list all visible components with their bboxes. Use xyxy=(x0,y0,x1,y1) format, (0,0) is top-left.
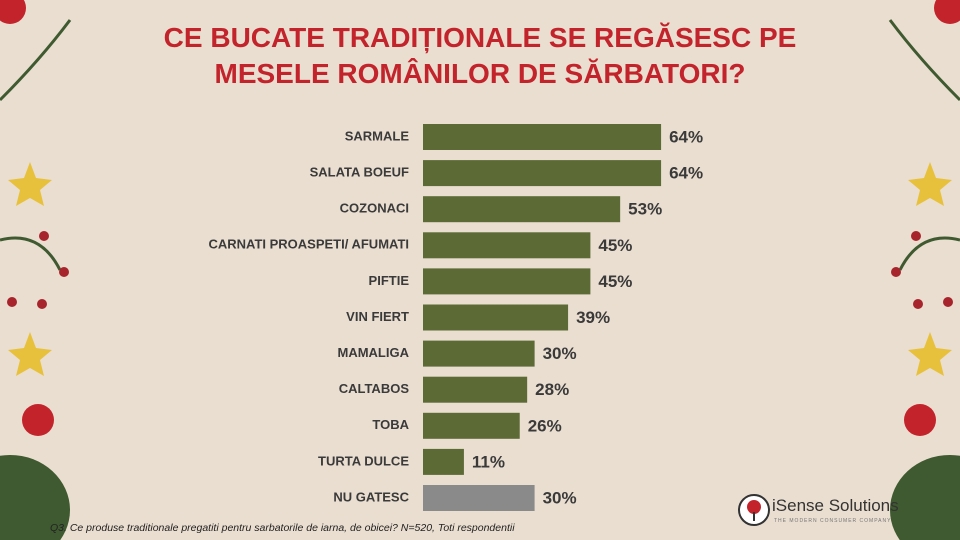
category-label: MAMALIGA xyxy=(338,345,410,360)
bar xyxy=(423,268,591,295)
bar xyxy=(423,448,464,475)
value-label: 64% xyxy=(669,127,703,146)
category-label: COZONACI xyxy=(340,201,409,216)
bar xyxy=(423,304,569,331)
bar xyxy=(423,412,520,439)
category-label: CALTABOS xyxy=(339,381,410,396)
bar xyxy=(423,340,535,367)
value-label: 64% xyxy=(669,164,703,183)
category-label: NU GATESC xyxy=(333,489,409,504)
value-label: 53% xyxy=(628,200,662,219)
bar xyxy=(423,232,591,259)
category-label: SARMALE xyxy=(345,128,410,143)
category-label: PIFTIE xyxy=(369,273,410,288)
category-label: SALATA BOEUF xyxy=(310,165,409,180)
footnote: Q3. Ce produse traditionale pregatiti pe… xyxy=(50,522,515,534)
logo-icon xyxy=(738,494,770,526)
category-label: CARNATI PROASPETI/ AFUMATI xyxy=(208,237,409,252)
category-label: TURTA DULCE xyxy=(318,453,409,468)
logo-name: iSense Solutions xyxy=(772,496,899,515)
category-label: VIN FIERT xyxy=(346,309,409,324)
value-label: 45% xyxy=(598,272,632,291)
chart-title: CE BUCATE TRADIȚIONALE SE REGĂSESC PE ME… xyxy=(163,22,797,89)
value-label: 30% xyxy=(543,344,577,363)
bar xyxy=(423,376,528,403)
value-label: 28% xyxy=(535,380,569,399)
bar xyxy=(423,160,662,187)
value-label: 30% xyxy=(543,488,577,507)
value-label: 26% xyxy=(528,416,562,435)
bar xyxy=(423,124,662,150)
category-label: TOBA xyxy=(372,417,409,432)
bar xyxy=(423,196,621,223)
value-label: 11% xyxy=(472,452,505,471)
value-label: 39% xyxy=(576,308,610,327)
logo-tagline: THE MODERN CONSUMER COMPANY xyxy=(774,518,892,524)
bar xyxy=(423,485,535,511)
value-label: 45% xyxy=(598,236,632,255)
